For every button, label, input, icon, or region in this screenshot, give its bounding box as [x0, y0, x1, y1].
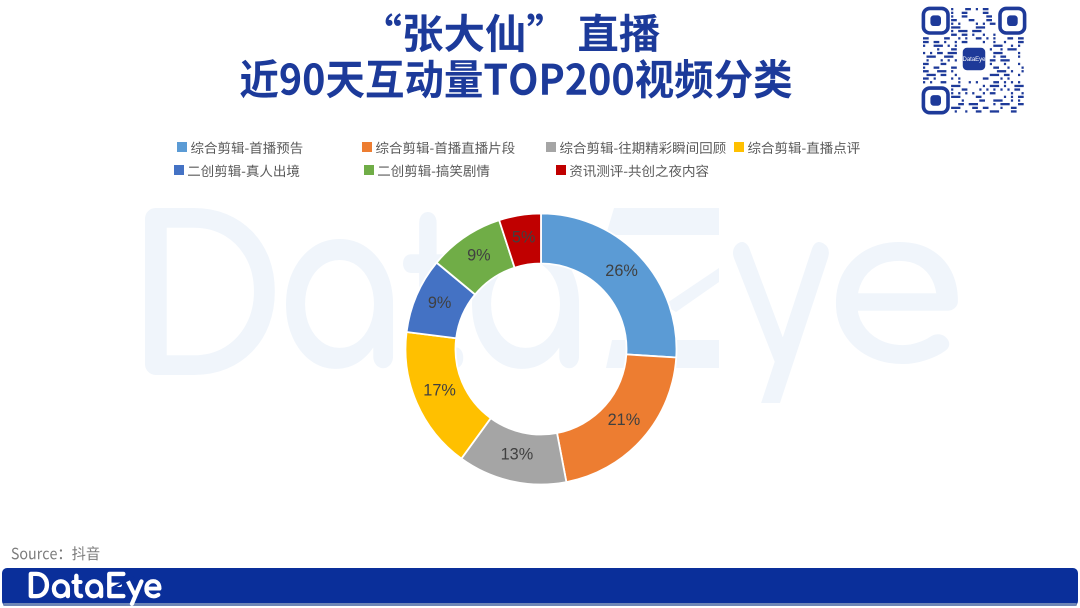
svg-text:9%: 9% — [428, 294, 452, 312]
svg-text:5%: 5% — [512, 229, 536, 247]
svg-text:9%: 9% — [467, 246, 491, 264]
svg-text:21%: 21% — [608, 411, 641, 429]
svg-text:26%: 26% — [605, 262, 638, 280]
svg-text:DataEye: DataEye — [962, 57, 986, 63]
svg-text:17%: 17% — [423, 382, 456, 400]
svg-text:13%: 13% — [501, 446, 534, 464]
